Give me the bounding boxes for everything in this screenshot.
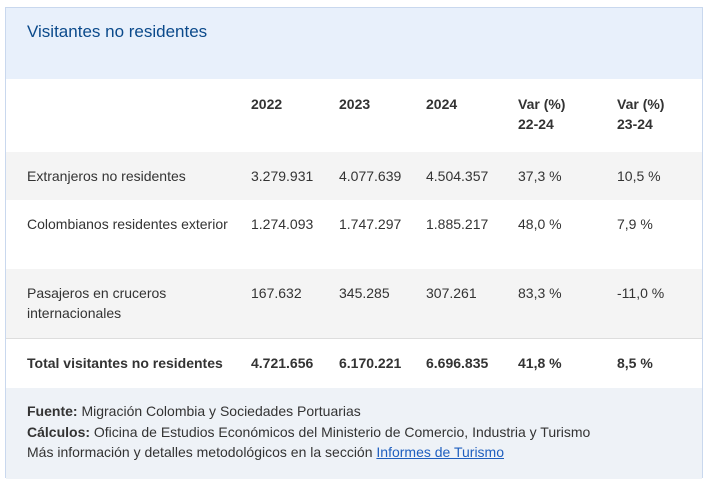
- footer-line: Más información y detalles metodológicos…: [27, 442, 702, 463]
- footer-line: Cálculos: Oficina de Estudios Económicos…: [27, 422, 702, 443]
- cell: 6.696.835: [426, 338, 518, 388]
- cell: Colombianos residentes exterior: [27, 216, 228, 232]
- text: Migración Colombia y Sociedades Portuari…: [81, 403, 361, 419]
- cell: Total visitantes no residentes: [6, 338, 251, 388]
- cell: 345.285: [339, 269, 426, 339]
- header-cell: 2022: [251, 96, 283, 112]
- text: Oficina de Estudios Económicos del Minis…: [93, 423, 591, 440]
- card-header: Visitantes no residentes: [6, 8, 702, 79]
- header-cell: 2024: [426, 96, 458, 112]
- label: Fuente:: [27, 403, 78, 419]
- cell: 7,9 %: [617, 216, 653, 232]
- footer-line: Fuente: Migración Colombia y Sociedades …: [27, 401, 702, 422]
- total-row: Total visitantes no residentes 4.721.656 6…: [6, 338, 702, 388]
- cell: 4.077.639: [339, 152, 426, 200]
- cell: 167.632: [251, 269, 339, 339]
- cell: Pasajeros en cruceros internacionales: [6, 269, 251, 339]
- cell: 41,8 %: [518, 338, 617, 388]
- cell: 83,3 %: [518, 269, 617, 339]
- header-cell: Var (%) 23-24: [617, 96, 665, 132]
- title: Visitantes no residentes: [27, 22, 208, 41]
- label: Cálculos:: [27, 423, 91, 440]
- link[interactable]: Informes de Turismo: [376, 444, 505, 460]
- cell: 307.261: [426, 269, 518, 339]
- cell: 37,3 %: [518, 152, 617, 200]
- cell: 8,5 %: [617, 338, 702, 388]
- cell: 48,0 %: [518, 216, 562, 232]
- table: 2022 2023 2024 Var (%) 22-24 Var (%) 23-24 E…: [6, 79, 702, 388]
- cell: 1.885.217: [426, 216, 489, 232]
- cell: 4.721.656: [251, 338, 339, 388]
- cell: -11,0 %: [617, 269, 702, 339]
- header-cell: Var (%) 22-24: [518, 96, 566, 132]
- card: Visitantes no residentes 2022 2023 2024 Var…: [5, 7, 703, 479]
- header-cell: [6, 79, 251, 152]
- cell: 1.274.093: [251, 216, 314, 232]
- cell: Extranjeros no residentes: [6, 152, 251, 200]
- cell: 4.504.357: [426, 152, 518, 200]
- footer: Fuente: Migración Colombia y Sociedades …: [6, 388, 702, 479]
- row: Colombianos residentes exterior 1.274.093…: [6, 200, 702, 269]
- cell: 3.279.931: [251, 152, 339, 200]
- cell: 6.170.221: [339, 338, 426, 388]
- row: Extranjeros no residentes 3.279.931 4.077.…: [6, 152, 702, 200]
- header-cell: 2023: [339, 96, 371, 112]
- cell: 1.747.297: [339, 216, 402, 232]
- row: Pasajeros en cruceros internacionales 167…: [6, 269, 702, 339]
- cell: 10,5 %: [617, 152, 702, 200]
- header-row: 2022 2023 2024 Var (%) 22-24 Var (%) 23-24: [6, 79, 702, 152]
- text: Más información y detalles metodológicos…: [27, 444, 373, 460]
